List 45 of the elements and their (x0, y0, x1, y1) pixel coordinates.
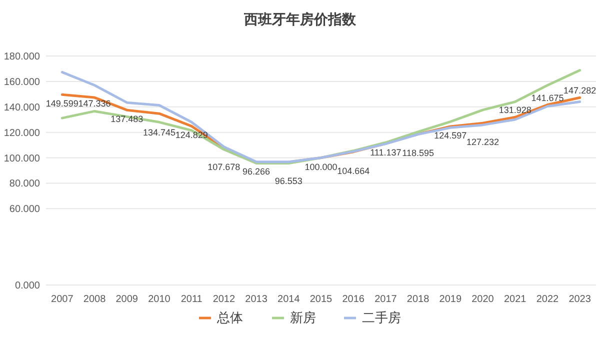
data-label: 141.675 (531, 92, 564, 103)
legend-label: 总体 (216, 310, 243, 325)
y-tick-label: 100.000 (4, 153, 40, 164)
data-label: 118.595 (402, 148, 434, 158)
x-tick-label: 2023 (568, 294, 592, 305)
data-label: 137.483 (110, 114, 144, 124)
x-tick-label: 2015 (310, 294, 333, 305)
data-label: 104.664 (337, 166, 370, 176)
legend-label: 新房 (290, 310, 316, 325)
data-label: 131.928 (498, 105, 532, 116)
data-label: 96.553 (274, 176, 302, 186)
x-tick-label: 2018 (406, 294, 430, 305)
x-tick-label: 2011 (180, 294, 203, 305)
x-tick-label: 2014 (278, 294, 300, 305)
chart-title: 西班牙年房价指数 (243, 11, 357, 27)
legend-label: 二手房 (362, 310, 401, 325)
x-tick-label: 2019 (439, 294, 462, 305)
x-tick-label: 2008 (83, 294, 106, 305)
x-tick-label: 2013 (245, 294, 268, 305)
y-tick-label: 0.000 (14, 280, 40, 292)
data-label: 107.678 (208, 162, 240, 172)
x-tick-label: 2007 (51, 294, 74, 305)
y-tick-label: 120.000 (4, 128, 40, 139)
data-label: 100.000 (304, 162, 338, 172)
data-label: 147.336 (78, 98, 111, 109)
data-label: 96.266 (242, 166, 270, 177)
x-tick-label: 2022 (536, 294, 560, 305)
y-tick-label: 160.000 (4, 76, 40, 88)
data-label: 111.137 (370, 148, 402, 158)
x-tick-label: 2016 (342, 294, 365, 305)
data-label: 134.745 (142, 128, 176, 138)
y-tick-label: 140.000 (4, 102, 40, 114)
x-tick-label: 2012 (212, 294, 236, 305)
x-tick-label: 2010 (148, 294, 171, 305)
x-tick-label: 2020 (472, 294, 494, 305)
data-label: 147.282 (564, 86, 596, 96)
data-label: 127.232 (466, 137, 500, 148)
y-tick-label: 60.000 (9, 204, 40, 216)
data-label: 124.597 (434, 130, 467, 140)
x-tick-label: 2009 (116, 294, 138, 305)
y-tick-label: 180.000 (4, 52, 40, 62)
data-label: 149.599 (46, 98, 78, 109)
x-tick-label: 2017 (374, 294, 398, 305)
x-tick-label: 2021 (504, 294, 527, 305)
y-tick-label: 80.000 (9, 178, 40, 190)
